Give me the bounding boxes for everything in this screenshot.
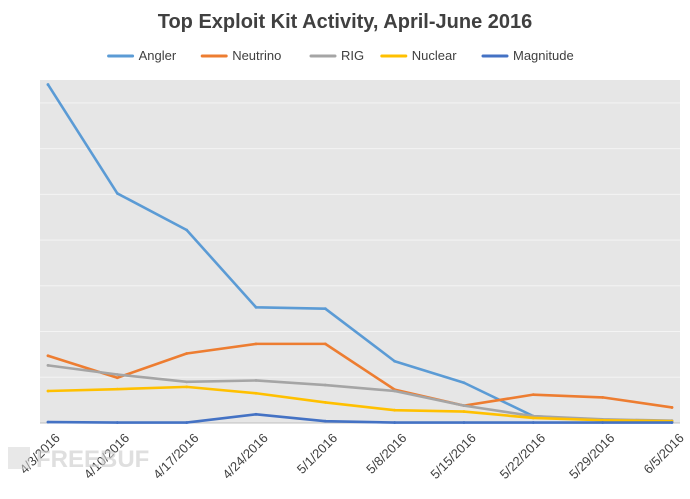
data-point-magnitude — [185, 421, 189, 424]
data-point-angler — [462, 381, 466, 385]
data-point-magnitude — [531, 421, 535, 424]
data-point-rig — [46, 363, 50, 367]
series-line-rig — [46, 364, 674, 423]
data-point-rig — [393, 389, 397, 393]
data-point-neutrino — [185, 352, 189, 355]
series-lines — [46, 83, 674, 424]
data-point-angler — [46, 83, 50, 86]
legend-label: RIG — [341, 48, 364, 63]
legend-label: Magnitude — [513, 48, 574, 63]
data-point-nuclear — [46, 389, 50, 393]
series-line-magnitude — [46, 413, 674, 424]
data-point-magnitude — [462, 421, 466, 424]
legend: Angler Neutrino RIG Nuclear Magnitude — [107, 48, 574, 63]
watermark: FREEBUF — [8, 446, 149, 473]
data-point-nuclear — [531, 416, 535, 420]
data-point-nuclear — [323, 401, 327, 404]
data-point-magnitude — [115, 421, 119, 424]
legend-item-nuclear: Nuclear — [380, 48, 457, 63]
data-point-nuclear — [185, 385, 189, 389]
legend-label: Neutrino — [232, 48, 281, 63]
data-point-rig — [462, 404, 466, 408]
data-point-magnitude — [323, 419, 327, 423]
chart-title: Top Exploit Kit Activity, April-June 201… — [158, 11, 533, 33]
data-point-neutrino — [601, 395, 605, 399]
data-point-magnitude — [393, 421, 397, 424]
data-point-angler — [185, 228, 189, 232]
legend-label: Angler — [139, 48, 177, 63]
data-point-rig — [323, 383, 327, 387]
data-point-neutrino — [323, 342, 327, 346]
watermark-logo-icon — [8, 447, 30, 469]
data-point-angler — [254, 305, 258, 309]
gridlines — [40, 102, 680, 378]
data-point-magnitude — [601, 421, 605, 424]
data-point-nuclear — [254, 391, 258, 395]
legend-item-magnitude: Magnitude — [481, 48, 574, 63]
data-point-rig — [115, 373, 119, 376]
data-point-rig — [254, 379, 258, 382]
watermark-text: FREEBUF — [36, 446, 149, 473]
data-point-magnitude — [46, 420, 50, 424]
series-line-nuclear — [46, 385, 674, 423]
legend-label: Nuclear — [412, 48, 457, 63]
data-point-rig — [185, 380, 189, 384]
data-point-neutrino — [254, 342, 258, 346]
legend-item-neutrino: Neutrino — [200, 48, 281, 63]
data-point-nuclear — [601, 418, 605, 422]
data-point-angler — [393, 359, 397, 363]
data-point-magnitude — [670, 421, 674, 424]
legend-item-rig: RIG — [309, 48, 364, 63]
data-point-nuclear — [115, 387, 119, 391]
data-point-magnitude — [254, 412, 258, 416]
series-line-neutrino — [46, 342, 674, 409]
data-point-angler — [115, 192, 119, 195]
data-point-nuclear — [393, 408, 397, 412]
data-point-nuclear — [462, 410, 466, 413]
legend-item-angler: Angler — [107, 48, 177, 63]
data-point-neutrino — [115, 376, 119, 380]
data-point-neutrino — [531, 393, 535, 397]
data-point-neutrino — [46, 354, 50, 358]
data-point-neutrino — [670, 406, 674, 409]
data-point-angler — [323, 307, 327, 311]
